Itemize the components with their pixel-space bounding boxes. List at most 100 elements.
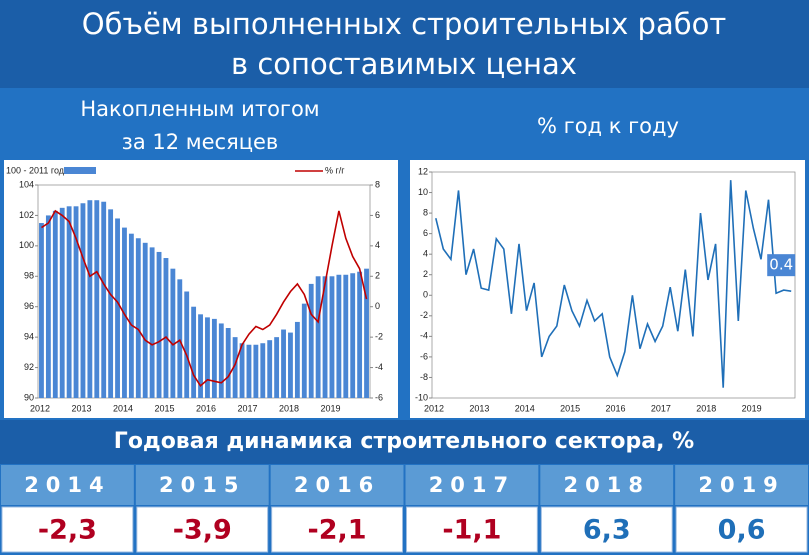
bar — [211, 318, 217, 398]
title-line: Объём выполненных строительных работ — [82, 7, 727, 41]
table-value: -2,3 — [38, 515, 97, 546]
bar — [66, 206, 72, 398]
header-cell — [540, 465, 674, 505]
x-tick-label: 2013 — [71, 403, 91, 413]
x-tick-label: 2014 — [113, 403, 133, 413]
y2-tick-label: 4 — [375, 240, 380, 250]
value-cell — [406, 506, 538, 553]
header-cell — [1, 465, 134, 505]
bar — [170, 268, 176, 398]
column-header: 2015 — [159, 473, 245, 497]
plot-frame — [37, 184, 371, 399]
bar — [329, 276, 335, 398]
value-cell — [271, 506, 403, 553]
y2-tick-label: 8 — [375, 179, 380, 189]
bar — [232, 337, 238, 398]
bar — [135, 238, 141, 398]
y-tick-label: 102 — [19, 210, 34, 220]
table-value: -3,9 — [173, 515, 232, 546]
bar — [163, 258, 169, 398]
table-value: 6,3 — [583, 515, 631, 546]
y-tick-label: 90 — [24, 392, 34, 402]
x-tick-label: 2014 — [515, 403, 535, 413]
y2-tick-label: 6 — [375, 210, 380, 220]
x-tick-label: 2015 — [560, 403, 580, 413]
bar — [191, 306, 197, 398]
bar — [149, 247, 155, 398]
y-tick-label: 104 — [19, 179, 34, 189]
bar — [301, 303, 307, 398]
y-tick-label: 10 — [418, 187, 428, 197]
y2-tick-label: -4 — [375, 362, 383, 372]
x-tick-label: 2016 — [605, 403, 625, 413]
x-tick-label: 2017 — [651, 403, 671, 413]
y2-tick-label: 0 — [375, 301, 380, 311]
y-tick-label: 98 — [24, 271, 34, 281]
bar — [198, 314, 203, 398]
plot-frame — [431, 171, 796, 399]
x-tick-label: 2017 — [237, 403, 257, 413]
subtitle: Накопленным итогом — [80, 97, 319, 121]
y-tick-label: -6 — [420, 351, 428, 361]
x-tick-label: 2018 — [696, 403, 716, 413]
bar — [294, 321, 300, 398]
bar — [336, 274, 342, 398]
column-header: 2017 — [429, 473, 515, 497]
bar — [80, 203, 86, 398]
header-cell — [405, 465, 539, 505]
x-tick-label: 2013 — [469, 403, 489, 413]
y-tick-label: -2 — [420, 310, 428, 320]
bar — [274, 337, 280, 398]
y-tick-label: 92 — [24, 362, 34, 372]
bar — [218, 323, 224, 398]
line — [41, 209, 368, 388]
bar — [115, 218, 120, 398]
table-value: -2,1 — [308, 515, 367, 546]
column-header: 2016 — [294, 473, 380, 497]
bar — [239, 343, 245, 398]
bar — [87, 200, 93, 398]
y-tick-label: 6 — [423, 228, 428, 238]
bar — [205, 317, 210, 398]
y-tick-label: 2 — [423, 269, 428, 279]
bar — [357, 271, 363, 398]
y2-tick-label: -2 — [375, 332, 383, 342]
value-cell — [675, 506, 808, 553]
bar — [343, 274, 349, 398]
bar — [281, 329, 286, 398]
subtitle: за 12 месяцев — [122, 130, 279, 154]
bar — [177, 279, 183, 398]
column-header: 2018 — [564, 473, 650, 497]
y-tick-label: 96 — [24, 301, 34, 311]
table-value: 0,6 — [718, 515, 766, 546]
header-cell — [270, 465, 404, 505]
y-tick-label: -4 — [420, 331, 428, 341]
legend-label: 100 - 2011 год — [6, 165, 65, 175]
table-title-band — [0, 420, 809, 464]
y-tick-label: 12 — [418, 166, 428, 176]
x-tick-label: 2016 — [196, 403, 216, 413]
x-tick-label: 2015 — [154, 403, 174, 413]
x-tick-label: 2018 — [279, 403, 299, 413]
bar — [156, 251, 162, 398]
x-tick-label: 2012 — [30, 403, 50, 413]
bar — [39, 223, 44, 398]
bar — [260, 343, 266, 398]
bar — [350, 273, 356, 398]
bar — [315, 276, 321, 398]
bar — [128, 233, 134, 398]
bar — [59, 207, 65, 398]
table-value: -1,1 — [442, 515, 501, 546]
bar — [45, 215, 51, 398]
y-tick-label: 4 — [423, 249, 428, 259]
annotation: 0.4 — [769, 256, 793, 274]
bar — [225, 328, 231, 398]
y-tick-label: -8 — [420, 372, 428, 382]
column-header: 2014 — [24, 473, 110, 497]
legend-swatch — [64, 167, 96, 174]
bar — [101, 201, 107, 398]
y-tick-label: 0 — [423, 290, 428, 300]
y2-tick-label: 2 — [375, 271, 380, 281]
bar — [267, 340, 273, 398]
